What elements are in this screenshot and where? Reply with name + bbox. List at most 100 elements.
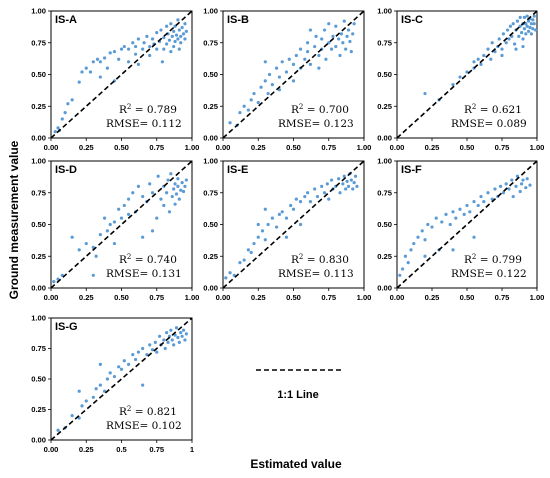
data-point bbox=[177, 197, 181, 201]
data-point bbox=[529, 32, 534, 36]
data-point bbox=[346, 184, 351, 188]
x-tick-label: 0.75 bbox=[495, 143, 511, 152]
panel-label: IS-F bbox=[401, 164, 422, 176]
data-point bbox=[122, 203, 126, 208]
data-point bbox=[291, 62, 296, 66]
data-point bbox=[274, 66, 279, 70]
data-point bbox=[170, 34, 174, 39]
scatter-panel-is-g: 0.00 0.25 0.5 0.75 1 0.00 0.25 0.50 0.75 1.00 IS-G… bbox=[31, 314, 195, 454]
data-point bbox=[112, 220, 117, 224]
data-point bbox=[94, 387, 98, 391]
data-point bbox=[513, 42, 517, 46]
data-point bbox=[479, 62, 483, 66]
data-point bbox=[327, 22, 331, 26]
x-tick-label: 0.75 bbox=[149, 445, 165, 454]
data-point bbox=[465, 203, 469, 208]
panels: 0.00 0.25 0.50 0.75 1.00 0.00 0.25 0.50 0.75 1.00… bbox=[31, 7, 544, 454]
data-point bbox=[308, 200, 313, 204]
data-point bbox=[423, 254, 427, 258]
data-point bbox=[134, 357, 138, 362]
data-point bbox=[444, 212, 448, 216]
data-point bbox=[181, 32, 186, 36]
data-point bbox=[91, 60, 95, 64]
rmse-value: RMSE= 0.122 bbox=[451, 268, 527, 280]
data-point bbox=[157, 334, 162, 338]
data-point bbox=[398, 273, 402, 277]
data-point bbox=[329, 178, 334, 182]
data-point bbox=[148, 53, 152, 58]
data-point bbox=[70, 98, 74, 102]
data-point bbox=[176, 177, 180, 181]
data-point bbox=[349, 50, 353, 54]
data-point bbox=[238, 111, 242, 115]
data-point bbox=[179, 188, 183, 192]
data-point bbox=[472, 200, 476, 204]
data-point bbox=[525, 177, 529, 181]
y-tick-label: 0.75 bbox=[31, 38, 47, 47]
data-point bbox=[334, 24, 338, 28]
data-point bbox=[77, 389, 81, 393]
data-point bbox=[476, 203, 480, 208]
data-point bbox=[504, 41, 508, 45]
data-point bbox=[534, 28, 538, 32]
data-point bbox=[472, 235, 476, 239]
r-squared-value: R2 = 0.789 bbox=[119, 103, 177, 116]
data-point bbox=[108, 222, 112, 227]
data-point bbox=[180, 180, 184, 185]
data-point bbox=[117, 207, 121, 211]
data-point bbox=[162, 47, 166, 51]
data-point bbox=[77, 248, 81, 252]
data-point bbox=[131, 191, 135, 195]
x-tick-label: 0.00 bbox=[390, 143, 405, 152]
data-point bbox=[339, 32, 344, 36]
y-tick-label: 0.50 bbox=[377, 70, 392, 79]
data-point bbox=[172, 44, 176, 49]
rmse-value: RMSE= 0.112 bbox=[106, 118, 182, 130]
data-point bbox=[327, 197, 331, 201]
x-axis-title: Estimated value bbox=[250, 457, 342, 471]
data-point bbox=[142, 41, 146, 45]
data-point bbox=[298, 222, 303, 227]
data-point bbox=[167, 210, 172, 214]
data-point bbox=[95, 57, 100, 61]
y-tick-label: 0.25 bbox=[31, 102, 47, 111]
data-point bbox=[141, 383, 145, 387]
data-point bbox=[150, 229, 155, 233]
data-point bbox=[163, 346, 167, 351]
data-point bbox=[156, 174, 160, 178]
data-point bbox=[524, 186, 528, 190]
y-tick-label: 0.00 bbox=[31, 134, 46, 143]
data-point bbox=[324, 57, 328, 61]
data-point bbox=[280, 60, 284, 64]
data-point bbox=[501, 32, 505, 36]
data-point bbox=[423, 238, 427, 242]
data-point bbox=[246, 248, 250, 252]
data-point bbox=[177, 47, 181, 51]
r-squared-value: R2 = 0.621 bbox=[464, 103, 522, 116]
y-tick-label: 1.00 bbox=[377, 7, 392, 16]
data-point bbox=[159, 197, 163, 201]
data-point bbox=[263, 60, 267, 64]
data-point bbox=[153, 340, 157, 344]
data-point bbox=[352, 22, 356, 26]
r-squared-value: R2 = 0.740 bbox=[119, 253, 177, 266]
r-squared-value: R2 = 0.821 bbox=[119, 405, 177, 418]
data-point bbox=[341, 41, 345, 45]
y-tick-label: 0.25 bbox=[31, 252, 47, 261]
data-point bbox=[166, 178, 170, 182]
y-tick-label: 1.00 bbox=[31, 314, 46, 323]
data-point bbox=[162, 36, 166, 40]
panel-label: IS-E bbox=[227, 164, 248, 176]
data-point bbox=[173, 202, 177, 206]
data-point bbox=[486, 191, 490, 195]
x-tick-label: 0.25 bbox=[79, 445, 95, 454]
data-point bbox=[291, 207, 296, 211]
y-tick-label: 0.25 bbox=[377, 252, 393, 261]
x-tick-label: 0.25 bbox=[79, 143, 95, 152]
data-point bbox=[183, 338, 187, 342]
data-point bbox=[294, 53, 298, 58]
y-tick-label: 0.50 bbox=[203, 220, 218, 229]
legend: 1:1 Line bbox=[256, 369, 342, 401]
data-point bbox=[291, 79, 296, 83]
data-point bbox=[506, 28, 510, 32]
